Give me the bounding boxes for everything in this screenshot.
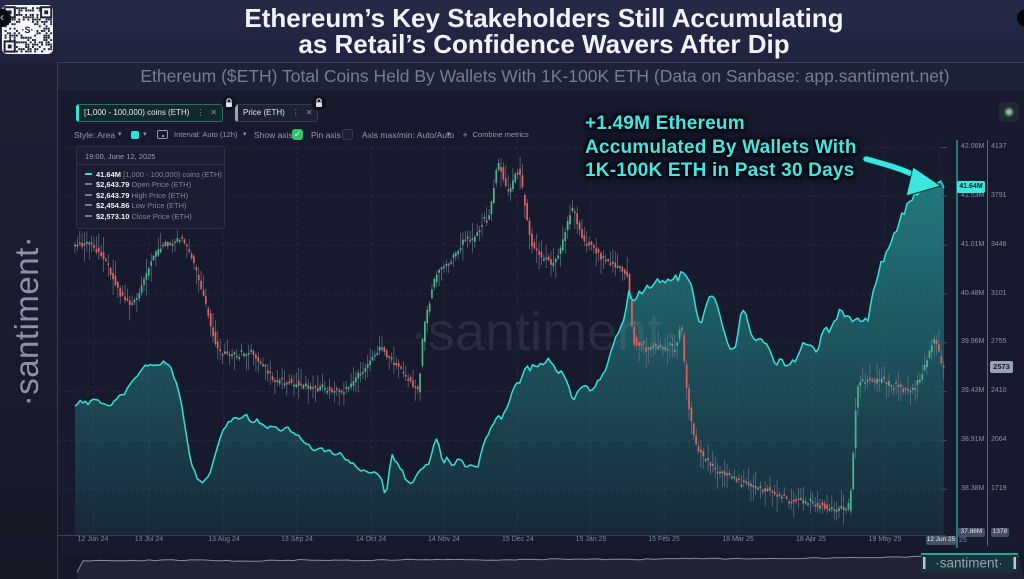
svg-text:·santiment·: ·santiment· xyxy=(935,556,1003,571)
svg-text:·S·: ·S· xyxy=(22,25,34,35)
svg-text:·santiment·: ·santiment· xyxy=(410,302,680,362)
